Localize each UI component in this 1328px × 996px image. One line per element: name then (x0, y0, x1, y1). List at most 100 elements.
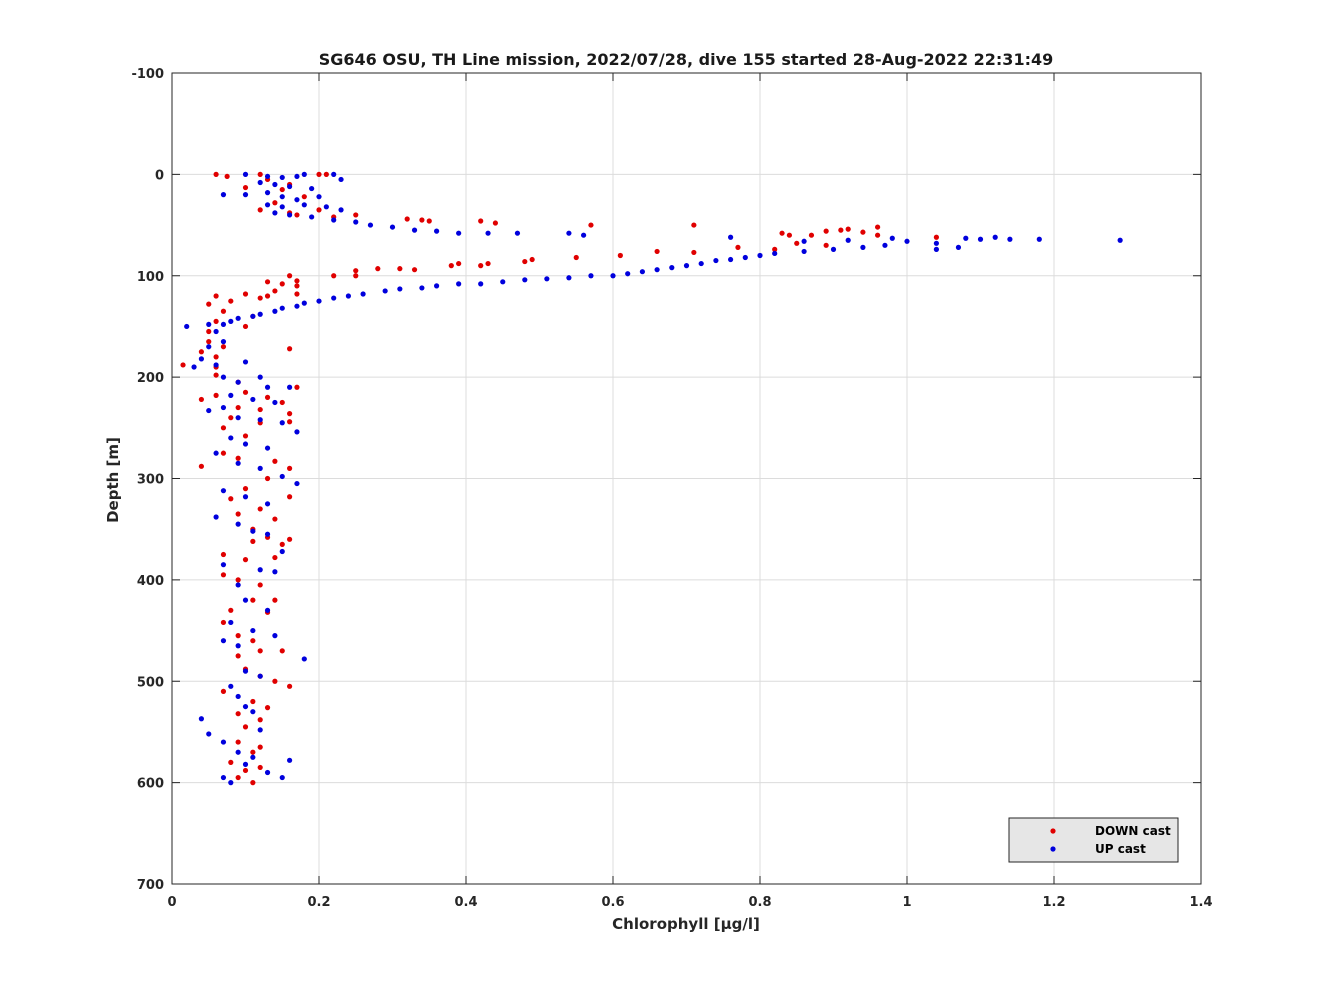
data-point (294, 173, 300, 180)
data-point (456, 230, 462, 236)
y-tick-label: 0 (155, 168, 164, 183)
data-point (456, 281, 462, 287)
data-point (331, 273, 337, 279)
chart-title: SG646 OSU, TH Line mission, 2022/07/28, … (319, 50, 1053, 69)
data-point (728, 234, 734, 240)
data-point (257, 717, 263, 723)
data-point (360, 291, 366, 297)
data-point (654, 248, 660, 255)
data-point (301, 171, 307, 177)
data-point (382, 288, 388, 294)
data-point (242, 323, 249, 330)
data-point (287, 757, 293, 763)
data-point (257, 764, 263, 771)
data-point (228, 780, 234, 786)
data-point (287, 465, 293, 471)
data-point (801, 248, 807, 255)
data-point (257, 295, 263, 301)
data-point (301, 202, 307, 208)
data-point (331, 217, 337, 223)
data-point (566, 230, 572, 236)
data-point (264, 279, 271, 285)
data-point (257, 311, 263, 317)
data-point (220, 192, 227, 198)
data-point (889, 235, 895, 241)
data-point (779, 230, 785, 236)
data-point (338, 207, 344, 213)
data-point (544, 276, 550, 282)
data-point (235, 774, 241, 781)
data-point (860, 244, 866, 250)
data-point (389, 224, 396, 230)
data-point (180, 362, 186, 368)
data-point (353, 212, 359, 218)
data-point (485, 230, 491, 236)
data-point (287, 494, 293, 500)
data-point (691, 222, 697, 228)
data-point (419, 217, 425, 223)
data-point (264, 190, 271, 196)
x-axis-label: Chlorophyll [μg/l] (612, 915, 760, 933)
data-point (287, 536, 293, 542)
data-point (323, 171, 329, 177)
data-point (235, 404, 241, 411)
data-point (235, 315, 241, 321)
data-point (279, 174, 285, 181)
data-point (228, 318, 234, 324)
data-point (250, 780, 256, 786)
data-point (875, 224, 881, 230)
data-point (257, 648, 263, 654)
data-point (823, 242, 829, 248)
data-point (294, 480, 300, 487)
data-point (220, 404, 227, 411)
data-point (617, 252, 623, 259)
x-tick-label: 0.6 (601, 895, 624, 910)
data-point (220, 739, 227, 745)
data-point (250, 627, 256, 634)
data-point (250, 528, 256, 534)
data-point (860, 229, 866, 235)
data-point (264, 705, 271, 711)
data-point (235, 711, 241, 717)
data-point (257, 374, 263, 380)
data-point (610, 273, 616, 279)
data-point (242, 486, 249, 492)
data-point (353, 273, 359, 279)
data-point (235, 460, 241, 466)
data-point (287, 346, 293, 352)
data-point (808, 232, 815, 238)
data-point (287, 419, 293, 425)
data-point (213, 392, 219, 398)
data-point (213, 450, 219, 456)
legend-label-up-cast: UP cast (1095, 842, 1146, 856)
data-point (220, 488, 227, 494)
legend-marker-down-cast (1050, 828, 1056, 834)
y-tick-label: 300 (137, 473, 164, 488)
data-point (257, 744, 263, 750)
data-point (220, 344, 227, 350)
x-tick-label: 0.2 (307, 895, 330, 910)
legend-marker-up-cast (1050, 846, 1056, 852)
data-point (242, 184, 249, 191)
data-point (478, 218, 484, 224)
data-point (272, 288, 278, 294)
data-point (272, 569, 278, 575)
data-point (220, 688, 227, 694)
data-point (977, 236, 984, 242)
data-point (228, 759, 234, 765)
data-point (294, 197, 300, 203)
data-point (1036, 236, 1042, 242)
data-point (683, 263, 690, 269)
data-point (338, 176, 344, 183)
data-point (823, 228, 829, 234)
data-point (257, 727, 263, 733)
data-point (206, 321, 212, 328)
data-point (235, 582, 241, 588)
data-point (529, 256, 535, 263)
x-tick-label: 1.2 (1042, 895, 1065, 910)
data-point (272, 181, 278, 188)
data-point (264, 384, 271, 390)
data-point (235, 739, 241, 745)
series-1 (184, 171, 1123, 786)
data-point (294, 303, 300, 309)
